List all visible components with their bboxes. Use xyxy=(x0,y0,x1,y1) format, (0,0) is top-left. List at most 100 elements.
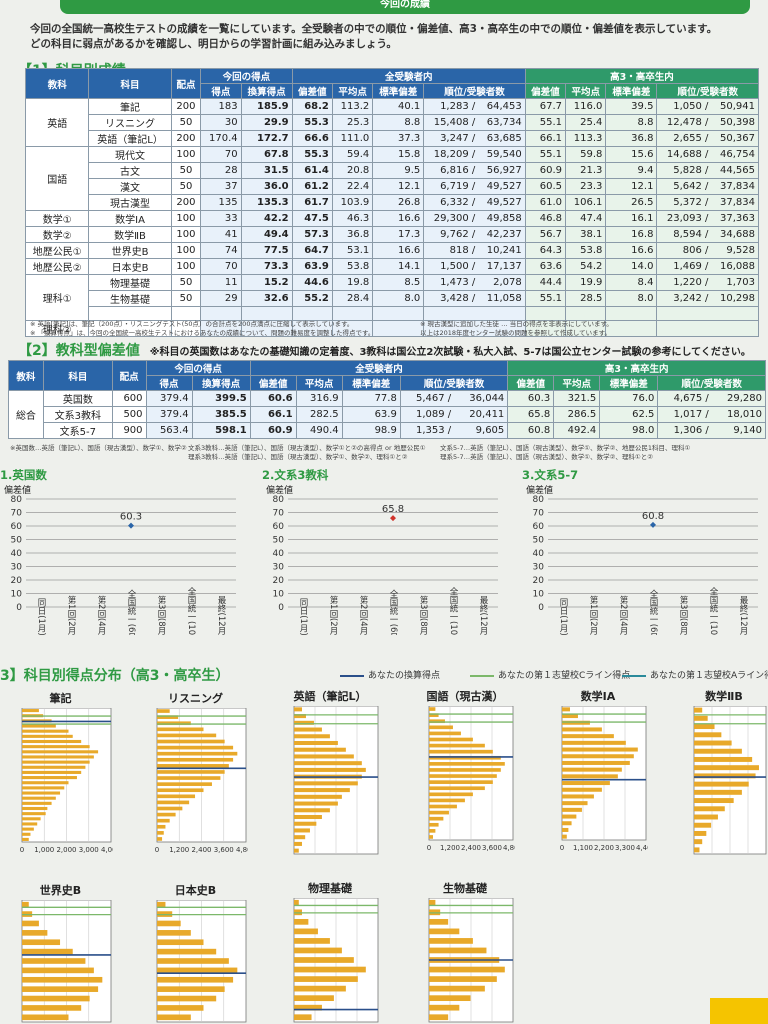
col-hensa-ko3: 偏差値 xyxy=(524,83,567,99)
table-cell: 55.3 xyxy=(291,146,333,163)
col-haiten: 配点 xyxy=(170,68,202,99)
histogram-bar xyxy=(294,828,310,833)
table-cell: 3,242 / xyxy=(656,290,712,307)
table-cell: 67.7 xyxy=(524,98,567,115)
histogram-bar xyxy=(22,967,94,974)
histogram-bar xyxy=(694,740,732,746)
histogram-bar xyxy=(294,918,309,925)
table-cell: 49,527 xyxy=(478,194,526,211)
histogram-bar xyxy=(562,794,594,799)
table-row: 現古漢型 200 135 135.3 61.7 103.9 26.8 6,332 /49,52… xyxy=(26,194,760,211)
col-hyojun: 標準偏差 xyxy=(372,83,425,99)
table-cell: 399.5 xyxy=(191,390,251,407)
table-cell: 36.8 xyxy=(605,130,658,147)
histogram-bar xyxy=(429,899,436,906)
table-cell: 53.1 xyxy=(331,242,374,259)
histogram-bar xyxy=(694,789,742,795)
table-cell: 28.4 xyxy=(331,290,374,307)
histogram-bar xyxy=(22,760,90,764)
table-cell: 世界史B xyxy=(88,242,172,259)
y-tick-label: 40 xyxy=(273,549,285,559)
histogram-bar xyxy=(294,985,346,992)
table-cell: 111.0 xyxy=(331,130,374,147)
table-cell: 6,719 / xyxy=(423,178,479,195)
table2-footnote-a: ※英国数…英語（筆記L）、国語（現古漢型）、数学①、数学② xyxy=(10,444,187,453)
data-label: 60.3 xyxy=(120,512,142,523)
histogram-bar xyxy=(429,798,465,803)
table-cell: 8.5 xyxy=(372,274,425,291)
histogram-bar xyxy=(429,786,485,791)
table-cell: 183 xyxy=(200,98,242,115)
table-cell: 50,941 xyxy=(711,98,760,115)
histogram-bar xyxy=(22,765,86,769)
section2-note: ※科目の英国数はあなたの基礎知識の定着度、3教科は国公立2次試験・私大入試、5-… xyxy=(149,347,751,358)
table-cell: 73.3 xyxy=(240,258,293,275)
histogram-bar xyxy=(562,747,638,752)
col-heikin-ko3: 平均点 xyxy=(553,375,601,391)
col-ko3: 高3・高卒生内 xyxy=(524,68,760,84)
histogram-bar xyxy=(429,792,473,797)
table-cell: 16.8 xyxy=(605,226,658,243)
histogram-svg xyxy=(693,706,767,855)
table-cell: 70 xyxy=(200,146,242,163)
table-cell: 55.3 xyxy=(291,114,333,131)
histogram-bar xyxy=(694,822,712,828)
histogram-bar xyxy=(22,781,69,785)
y-tick-label: 80 xyxy=(533,495,545,505)
table-cell: 37,834 xyxy=(711,194,760,211)
table-cell xyxy=(291,305,333,322)
table-cell: 14.0 xyxy=(605,258,658,275)
table-cell xyxy=(170,305,202,322)
table-cell: 1,283 / xyxy=(423,98,479,115)
table-row: 地歴公民① 世界史B 100 74 77.5 64.7 53.1 16.6 818 /10,24… xyxy=(24,242,760,259)
intro-text: 今回の全国統一高校生テストの成績を一覧にしています。全受験者の中での順位・偏差値… xyxy=(30,22,750,52)
table-cell: 55.1 xyxy=(524,146,567,163)
chart-bunkei3: 2.文系3教科 偏差値 0 10 20 30 40 50 60 70 80 同日(1月) 第1回(2… xyxy=(262,467,502,637)
table-cell: 15.2 xyxy=(240,274,293,291)
x-tick-label: 2,400 xyxy=(191,846,211,854)
y-tick-label: 20 xyxy=(273,576,285,586)
table-cell: 23.3 xyxy=(565,178,607,195)
table-cell: 28 xyxy=(200,162,242,179)
histogram-bar xyxy=(429,816,444,821)
histogram-bar xyxy=(294,841,302,846)
table-cell: 63.9 xyxy=(341,406,401,423)
x-tick-label: 最終(12月) xyxy=(738,596,748,635)
histogram-bar xyxy=(294,720,314,725)
histogram-bar xyxy=(294,835,306,840)
histogram: 数学ⅡB xyxy=(680,690,768,856)
histogram-bar xyxy=(429,822,439,827)
chart-ylabel: 偏差値 xyxy=(4,486,32,496)
histogram-bar xyxy=(22,801,52,805)
table-cell: 63.9 xyxy=(291,258,333,275)
section2-heading: 【2】教科型偏差値 xyxy=(18,343,140,359)
y-tick-label: 70 xyxy=(273,509,285,519)
table-cell: 67.8 xyxy=(240,146,293,163)
table-cell: 17,137 xyxy=(478,258,526,275)
histogram-bar xyxy=(294,995,334,1002)
x-tick-label: 同日(1月) xyxy=(36,598,46,635)
legend-aline: あなたの第１志望校Aライン得点 xyxy=(622,668,768,681)
histogram-bar xyxy=(22,1005,82,1011)
histogram-bar xyxy=(429,810,449,815)
table-cell: 1,306 / xyxy=(657,422,712,439)
table-cell: 74 xyxy=(200,242,242,259)
table-cell: 103.9 xyxy=(331,194,374,211)
table-cell xyxy=(565,305,607,322)
table-cell: 10,298 xyxy=(711,290,760,307)
table-cell: 98.0 xyxy=(599,422,659,439)
table-row: 理科② xyxy=(24,320,760,338)
histogram-bar xyxy=(157,715,179,719)
table-cell: 17.3 xyxy=(372,226,425,243)
table-cell: 36,044 xyxy=(454,390,509,407)
chart-svg: 0 10 20 30 40 50 60 70 80 同日(1月) 第1回(2月) 第2回(4月) 全国統… xyxy=(273,495,498,635)
table-cell: 25.3 xyxy=(331,114,374,131)
table-cell: 55.2 xyxy=(291,290,333,307)
footnote-line: 文系3教科…英語（筆記L）、国語（現古漢型）、数学①と②の高得点 or 地歴公民… xyxy=(188,444,426,452)
table-cell: 50 xyxy=(170,290,202,307)
table-cell: 29,300 / xyxy=(423,210,479,227)
table-cell: 19.8 xyxy=(331,274,374,291)
histogram-svg xyxy=(156,900,247,1023)
